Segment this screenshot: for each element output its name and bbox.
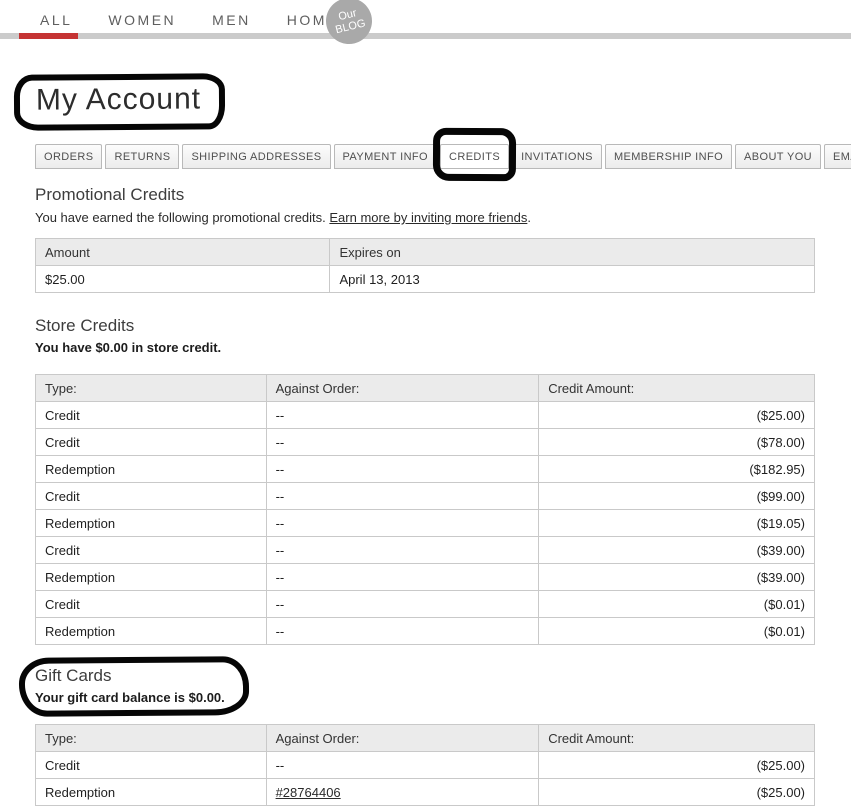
promo-intro-suffix: . <box>527 210 531 225</box>
gift-cards-title: Gift Cards <box>35 666 112 685</box>
store-credits-table: Type: Against Order: Credit Amount: Credit… <box>35 374 815 645</box>
gift-card-balance: Your gift card balance is $0.00. <box>35 690 225 705</box>
table-cell: Redemption <box>35 509 267 537</box>
table-cell: Redemption <box>35 778 267 806</box>
column-header: Type: <box>35 374 267 402</box>
column-header: Credit Amount: <box>538 374 815 402</box>
table-cell: Credit <box>35 428 267 456</box>
table-cell: ($39.00) <box>538 563 815 591</box>
table-cell: Credit <box>35 536 267 564</box>
table-cell: ($78.00) <box>538 428 815 456</box>
store-credits-section: Store Credits You have $0.00 in store cr… <box>35 316 815 645</box>
nav-item-home[interactable]: HOME <box>286 12 339 28</box>
tab-orders[interactable]: ORDERS <box>35 144 103 169</box>
column-header: Credit Amount: <box>538 724 815 752</box>
table-cell: #28764406 <box>265 778 540 806</box>
table-row: Credit -- ($99.00) <box>35 482 815 510</box>
table-row: Redemption #28764406 ($25.00) <box>35 778 815 806</box>
table-cell: ($99.00) <box>538 482 815 510</box>
table-row: Credit -- ($25.00) <box>35 751 815 779</box>
nav-item-men[interactable]: MEN <box>212 12 251 28</box>
credits-content: Promotional Credits You have earned the … <box>0 185 815 806</box>
store-credit-balance: You have $0.00 in store credit. <box>35 340 222 355</box>
table-cell: ($0.01) <box>538 590 815 618</box>
table-row: Redemption -- ($0.01) <box>35 617 815 645</box>
table-cell: -- <box>265 536 540 564</box>
invite-friends-link[interactable]: Earn more by inviting more friends <box>329 210 528 225</box>
table-cell: -- <box>265 401 540 429</box>
promo-intro-text: You have earned the following promotiona… <box>35 210 330 225</box>
promotional-credits-table: Amount Expires on $25.00 April 13, 2013 <box>34 238 815 293</box>
table-cell: ($182.95) <box>538 455 815 483</box>
tab-returns[interactable]: RETURNS <box>105 144 180 169</box>
table-cell: -- <box>265 751 540 779</box>
site-header: ALL WOMEN MEN HOME Our BLOG <box>0 0 851 49</box>
table-cell: Credit <box>35 482 267 510</box>
nav-divider-bar <box>0 33 851 39</box>
tab-invitations[interactable]: INVITATIONS <box>512 144 602 169</box>
promotional-credits-intro: You have earned the following promotiona… <box>35 210 815 225</box>
table-row: Redemption -- ($182.95) <box>35 455 815 483</box>
table-row: Credit -- ($78.00) <box>35 428 815 456</box>
tab-membership-info[interactable]: MEMBERSHIP INFO <box>604 144 733 169</box>
page-title-annotation: My Account <box>13 73 226 131</box>
table-cell: -- <box>265 428 540 456</box>
table-row: Redemption -- ($39.00) <box>35 563 815 591</box>
table-cell: $25.00 <box>34 265 331 293</box>
table-cell: Redemption <box>35 617 267 645</box>
table-cell: ($0.01) <box>538 617 815 645</box>
page-title: My Account <box>35 82 202 117</box>
table-cell: -- <box>265 617 540 645</box>
column-header: Expires on <box>329 238 815 266</box>
table-cell: ($19.05) <box>538 509 815 537</box>
table-row: Credit -- ($25.00) <box>35 401 815 429</box>
table-cell: -- <box>265 482 540 510</box>
account-tabs: ORDERS RETURNS SHIPPING ADDRESSES PAYMENT I… <box>35 127 851 182</box>
gift-cards-table: Type: Against Order: Credit Amount: Credit… <box>35 724 815 806</box>
blog-badge[interactable]: Our BLOG <box>321 0 377 49</box>
column-header: Against Order: <box>265 374 540 402</box>
tab-email-password[interactable]: EMAIL & PASSWORD <box>824 144 851 169</box>
gift-cards-heading-group: Gift Cards Your gift card balance is $0.… <box>18 656 249 717</box>
promotional-credits-title: Promotional Credits <box>35 185 185 204</box>
tab-shipping-addresses[interactable]: SHIPPING ADDRESSES <box>182 144 331 169</box>
table-cell: ($39.00) <box>538 536 815 564</box>
table-cell: -- <box>265 563 540 591</box>
table-cell: -- <box>265 455 540 483</box>
store-credits-title: Store Credits <box>35 316 135 335</box>
table-cell: ($25.00) <box>538 751 815 779</box>
table-cell: April 13, 2013 <box>329 265 815 293</box>
top-nav: ALL WOMEN MEN HOME <box>40 12 339 28</box>
gift-cards-section: Gift Cards Your gift card balance is $0.… <box>18 645 815 806</box>
table-row: Credit -- ($39.00) <box>35 536 815 564</box>
table-cell: Redemption <box>35 563 267 591</box>
table-cell: Credit <box>35 751 267 779</box>
table-cell: -- <box>265 509 540 537</box>
nav-item-all[interactable]: ALL <box>40 12 73 28</box>
tab-credits[interactable]: CREDITS <box>432 127 517 182</box>
column-header: Against Order: <box>265 724 540 752</box>
column-header: Type: <box>35 724 267 752</box>
active-nav-underline <box>19 33 78 39</box>
promotional-credits-section: Promotional Credits You have earned the … <box>34 185 815 293</box>
table-cell: ($25.00) <box>538 401 815 429</box>
tab-payment-info[interactable]: PAYMENT INFO <box>333 144 437 169</box>
table-cell: ($25.00) <box>538 778 815 806</box>
table-cell: -- <box>265 590 540 618</box>
nav-item-women[interactable]: WOMEN <box>108 12 177 28</box>
table-cell: Credit <box>35 401 267 429</box>
credits-tab-annotation <box>432 127 517 182</box>
table-row: $25.00 April 13, 2013 <box>34 265 815 293</box>
order-link[interactable]: #28764406 <box>275 784 341 800</box>
table-row: Credit -- ($0.01) <box>35 590 815 618</box>
table-cell: Credit <box>35 590 267 618</box>
column-header: Amount <box>34 238 331 266</box>
tab-about-you[interactable]: ABOUT YOU <box>735 144 822 169</box>
table-cell: Redemption <box>35 455 267 483</box>
table-row: Redemption -- ($19.05) <box>35 509 815 537</box>
